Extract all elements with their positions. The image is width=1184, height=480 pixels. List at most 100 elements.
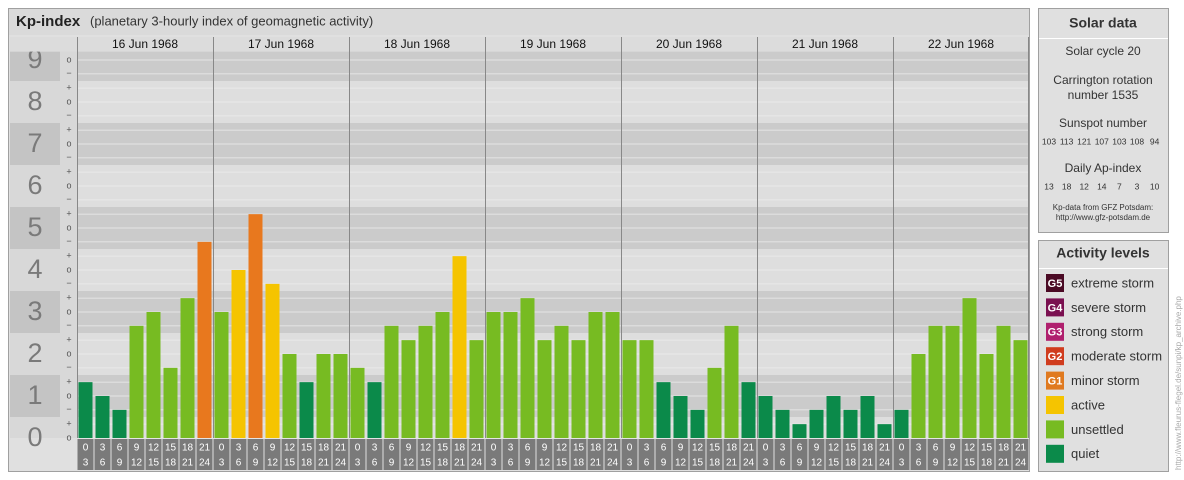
hour-box — [621, 439, 638, 470]
x-tick-label: 3 — [236, 443, 242, 454]
y-minor-label: + — [66, 377, 71, 387]
x-tick-label: 21 — [318, 458, 330, 469]
band — [77, 417, 1029, 438]
hour-box — [366, 439, 383, 470]
hour-box — [638, 439, 655, 470]
x-tick-label: 21 — [454, 458, 466, 469]
y-minor-label: − — [66, 194, 71, 204]
bar — [928, 325, 943, 438]
y-tick-label: 4 — [27, 254, 42, 284]
x-tick-label: 21 — [199, 443, 211, 454]
solar-panel — [1038, 8, 1169, 233]
x-tick-label: 3 — [355, 458, 361, 469]
y-minor-label: o — [66, 54, 71, 64]
ap-value: 10 — [1150, 181, 1160, 191]
hour-box — [774, 439, 791, 470]
x-tick-label: 3 — [491, 458, 497, 469]
legend-badge: G4 — [1048, 302, 1064, 314]
sunspot-value: 103 — [1112, 136, 1126, 146]
x-tick-label: 12 — [420, 443, 432, 454]
day-label: 18 Jun 1968 — [384, 37, 450, 51]
x-tick-label: 9 — [814, 443, 820, 454]
legend-label: moderate storm — [1071, 349, 1162, 364]
day-label: 21 Jun 1968 — [792, 37, 858, 51]
bar — [554, 325, 569, 438]
legend-swatch — [1046, 347, 1064, 366]
y-tick-label: 5 — [27, 212, 42, 242]
y-minor-label: − — [66, 362, 71, 372]
x-tick-label: 12 — [811, 458, 823, 469]
x-tick-label: 0 — [899, 443, 905, 454]
x-tick-label: 24 — [607, 458, 619, 469]
x-tick-label: 9 — [253, 458, 259, 469]
hour-box — [1012, 439, 1029, 470]
x-tick-label: 18 — [318, 443, 330, 454]
hour-box — [944, 439, 961, 470]
x-tick-label: 9 — [270, 443, 276, 454]
y-band — [10, 417, 60, 438]
x-tick-label: 0 — [219, 443, 225, 454]
legend-badge: G5 — [1048, 278, 1063, 290]
hour-box — [485, 439, 502, 470]
x-tick-label: 3 — [644, 443, 650, 454]
legend-swatch — [1046, 444, 1064, 463]
bar — [945, 325, 960, 438]
hour-box — [961, 439, 978, 470]
y-minor-label: − — [66, 236, 71, 246]
x-tick-label: 21 — [726, 458, 738, 469]
y-minor-label: o — [66, 306, 71, 316]
hour-box — [519, 439, 536, 470]
bar — [265, 283, 280, 438]
x-tick-label: 15 — [709, 443, 721, 454]
hour-box — [570, 439, 587, 470]
bar — [537, 340, 552, 438]
day-label: 22 Jun 1968 — [928, 37, 994, 51]
x-tick-label: 9 — [950, 443, 956, 454]
x-tick-label: 9 — [933, 458, 939, 469]
sunspot-value: 121 — [1077, 136, 1091, 146]
x-tick-label: 21 — [879, 443, 891, 454]
sunspot-value: 108 — [1130, 136, 1144, 146]
source: http://www.gfz-potsdam.de — [1056, 213, 1151, 222]
hour-box — [978, 439, 995, 470]
hour-box — [417, 439, 434, 470]
bar — [843, 409, 858, 438]
bar — [214, 312, 229, 438]
x-tick-label: 18 — [981, 458, 993, 469]
x-tick-label: 15 — [165, 443, 177, 454]
bar — [367, 382, 382, 438]
footer-url: http://www.fleurus-flegel.de/sunpi/kp_ar… — [1174, 296, 1183, 470]
bar — [231, 270, 246, 438]
x-tick-label: 6 — [389, 443, 395, 454]
x-tick-label: 15 — [828, 458, 840, 469]
x-tick-label: 18 — [573, 458, 585, 469]
y-minor-label: o — [66, 432, 71, 442]
x-tick-label: 12 — [267, 458, 279, 469]
x-tick-label: 6 — [100, 458, 106, 469]
bar — [282, 354, 297, 438]
legend-badge: G3 — [1048, 327, 1063, 339]
x-tick-label: 21 — [1015, 443, 1027, 454]
x-tick-label: 9 — [406, 443, 412, 454]
bar — [877, 424, 892, 438]
hour-box — [927, 439, 944, 470]
hour-box — [77, 439, 94, 470]
hour-box — [825, 439, 842, 470]
x-tick-label: 18 — [182, 443, 194, 454]
hour-box — [298, 439, 315, 470]
x-tick-label: 0 — [627, 443, 633, 454]
x-tick-label: 3 — [780, 443, 786, 454]
x-tick-label: 0 — [763, 443, 769, 454]
bar — [588, 312, 603, 438]
legend-title: Activity levels — [1056, 245, 1150, 261]
y-minor-label: + — [66, 419, 71, 429]
hour-box — [349, 439, 366, 470]
ap-value: 13 — [1044, 181, 1054, 191]
bar — [639, 340, 654, 438]
x-tick-label: 6 — [797, 443, 803, 454]
x-tick-label: 15 — [964, 458, 976, 469]
x-tick-label: 0 — [83, 443, 89, 454]
legend-label: strong storm — [1071, 324, 1143, 339]
x-tick-label: 15 — [301, 443, 313, 454]
hour-box — [706, 439, 723, 470]
